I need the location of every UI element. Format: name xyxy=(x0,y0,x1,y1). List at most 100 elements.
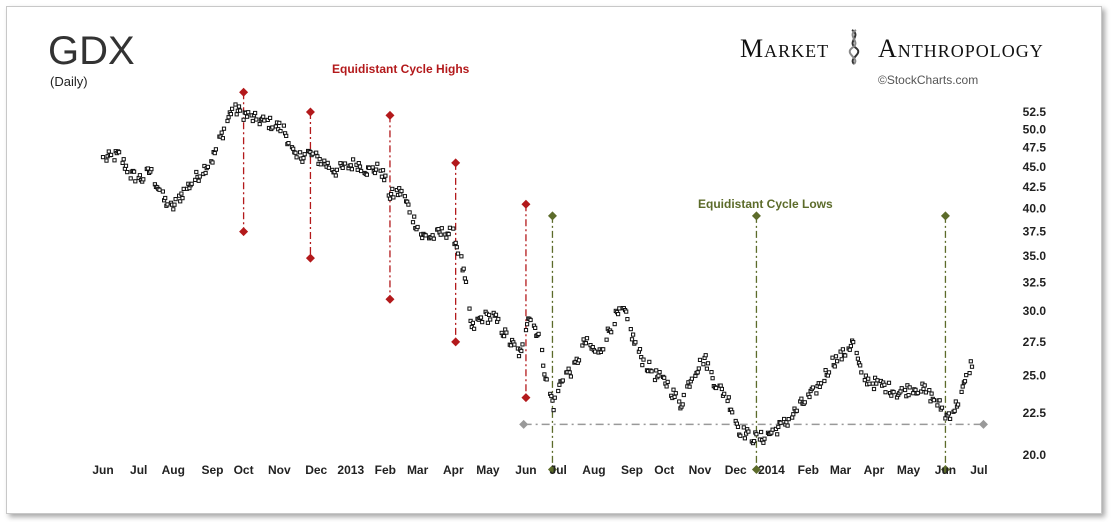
price-point xyxy=(485,320,490,325)
price-point xyxy=(822,378,827,384)
price-point xyxy=(855,356,860,361)
price-point xyxy=(109,152,114,158)
price-point xyxy=(703,353,708,358)
price-point xyxy=(568,374,573,379)
price-point xyxy=(453,240,458,246)
price-point xyxy=(257,122,262,127)
price-point xyxy=(128,176,133,181)
brand-name-left: Market xyxy=(740,34,829,63)
x-tick-label: Nov xyxy=(689,463,712,477)
y-tick-label: 47.5 xyxy=(1023,141,1047,155)
source-credit: ©StockCharts.com xyxy=(878,73,978,87)
price-point xyxy=(839,357,844,362)
x-tick-label: Feb xyxy=(375,463,396,477)
price-point xyxy=(472,326,477,331)
price-point xyxy=(681,392,686,398)
price-point xyxy=(601,347,606,352)
price-point xyxy=(298,150,303,155)
price-point xyxy=(342,161,348,166)
low-cycle-top-marker xyxy=(751,211,761,221)
price-point xyxy=(334,167,339,172)
price-point xyxy=(165,202,170,207)
price-point xyxy=(891,390,896,395)
low-cycle-bottom-marker xyxy=(547,465,557,475)
price-point xyxy=(446,232,451,237)
x-tick-label: Oct xyxy=(654,463,674,477)
price-point xyxy=(317,157,322,162)
price-point xyxy=(911,391,916,396)
price-point xyxy=(225,118,230,124)
price-point xyxy=(794,408,799,413)
price-point xyxy=(969,364,975,369)
x-tick-label: Jun xyxy=(92,463,113,477)
price-point xyxy=(657,370,662,375)
price-point xyxy=(406,202,411,207)
price-point xyxy=(922,383,927,388)
y-tick-label: 42.5 xyxy=(1023,180,1047,194)
price-point xyxy=(348,163,353,168)
price-point xyxy=(415,224,420,230)
x-tick-label: Apr xyxy=(864,463,885,477)
price-point xyxy=(177,193,182,198)
price-point xyxy=(843,353,848,358)
price-point xyxy=(738,433,743,438)
price-point xyxy=(567,370,572,375)
price-point xyxy=(407,210,412,215)
x-tick-label: Jun xyxy=(935,463,956,477)
price-point xyxy=(382,178,387,183)
price-point xyxy=(631,332,636,337)
price-point xyxy=(210,160,215,165)
price-point xyxy=(680,402,685,407)
price-point xyxy=(960,384,965,389)
low-cycle-bottom-marker xyxy=(751,465,761,475)
price-point xyxy=(322,158,327,163)
price-point xyxy=(935,403,940,408)
price-point xyxy=(848,343,853,349)
price-point xyxy=(454,245,459,250)
price-point xyxy=(121,157,126,162)
price-point xyxy=(770,427,775,432)
price-point xyxy=(705,361,711,366)
price-point xyxy=(379,174,384,179)
price-point xyxy=(228,112,234,117)
price-point xyxy=(718,383,723,388)
x-tick-label: Dec xyxy=(305,463,327,477)
chart-title: GDX xyxy=(48,29,135,73)
price-point xyxy=(181,186,186,192)
price-point xyxy=(383,173,388,178)
price-point xyxy=(633,340,638,345)
x-tick-label: Jul xyxy=(970,463,987,477)
price-point xyxy=(246,110,251,115)
x-tick-label: Jul xyxy=(550,463,567,477)
price-point xyxy=(236,104,242,109)
price-point xyxy=(752,439,757,444)
price-point xyxy=(220,136,226,141)
price-point xyxy=(584,336,590,341)
price-point xyxy=(552,395,557,400)
price-point xyxy=(754,432,759,437)
price-point xyxy=(873,375,878,380)
price-point xyxy=(357,164,363,169)
price-point xyxy=(593,349,598,354)
price-point xyxy=(245,114,250,119)
price-point xyxy=(931,398,936,403)
y-tick-label: 20.0 xyxy=(1023,448,1047,462)
price-point xyxy=(560,378,565,383)
price-point xyxy=(104,158,109,163)
x-tick-label: 2014 xyxy=(758,463,785,477)
price-point xyxy=(372,170,378,176)
price-point xyxy=(759,429,764,435)
price-point xyxy=(854,350,859,356)
price-point xyxy=(286,141,291,146)
price-point xyxy=(493,312,499,317)
price-point xyxy=(451,226,456,231)
x-tick-label: Oct xyxy=(234,463,254,477)
y-tick-label: 32.5 xyxy=(1023,275,1047,289)
y-tick-label: 35.0 xyxy=(1023,249,1047,263)
price-point xyxy=(867,381,872,386)
price-point xyxy=(903,387,908,393)
price-point xyxy=(859,370,864,375)
price-point xyxy=(835,359,840,364)
price-point xyxy=(566,366,571,371)
price-point xyxy=(356,161,361,166)
